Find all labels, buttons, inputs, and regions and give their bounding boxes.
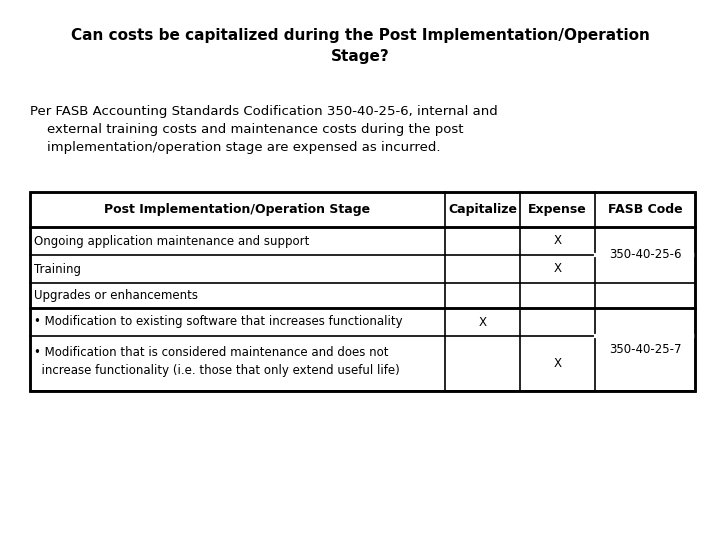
Text: • Modification to existing software that increases functionality: • Modification to existing software that… bbox=[34, 315, 402, 328]
Text: • Modification that is considered maintenance and does not: • Modification that is considered mainte… bbox=[34, 346, 389, 359]
Bar bbox=[30, 192, 695, 391]
Text: FASB Code: FASB Code bbox=[608, 203, 683, 216]
Text: X: X bbox=[554, 357, 562, 370]
Text: X: X bbox=[479, 315, 487, 328]
Text: X: X bbox=[554, 262, 562, 275]
Text: Can costs be capitalized during the Post Implementation/Operation
Stage?: Can costs be capitalized during the Post… bbox=[71, 28, 649, 64]
Text: X: X bbox=[554, 234, 562, 247]
Bar bbox=[30, 192, 695, 391]
Text: external training costs and maintenance costs during the post: external training costs and maintenance … bbox=[30, 123, 464, 136]
Text: Expense: Expense bbox=[528, 203, 587, 216]
Text: Ongoing application maintenance and support: Ongoing application maintenance and supp… bbox=[34, 234, 310, 247]
Text: 350-40-25-6: 350-40-25-6 bbox=[608, 248, 681, 261]
Text: Post Implementation/Operation Stage: Post Implementation/Operation Stage bbox=[104, 203, 371, 216]
Text: Per FASB Accounting Standards Codification 350-40-25-6, internal and: Per FASB Accounting Standards Codificati… bbox=[30, 105, 498, 118]
Text: Training: Training bbox=[34, 262, 81, 275]
Text: implementation/operation stage are expensed as incurred.: implementation/operation stage are expen… bbox=[30, 141, 441, 154]
Text: increase functionality (i.e. those that only extend useful life): increase functionality (i.e. those that … bbox=[34, 364, 400, 377]
Text: Upgrades or enhancements: Upgrades or enhancements bbox=[34, 289, 198, 302]
Text: 350-40-25-7: 350-40-25-7 bbox=[608, 343, 681, 356]
Text: Capitalize: Capitalize bbox=[448, 203, 517, 216]
